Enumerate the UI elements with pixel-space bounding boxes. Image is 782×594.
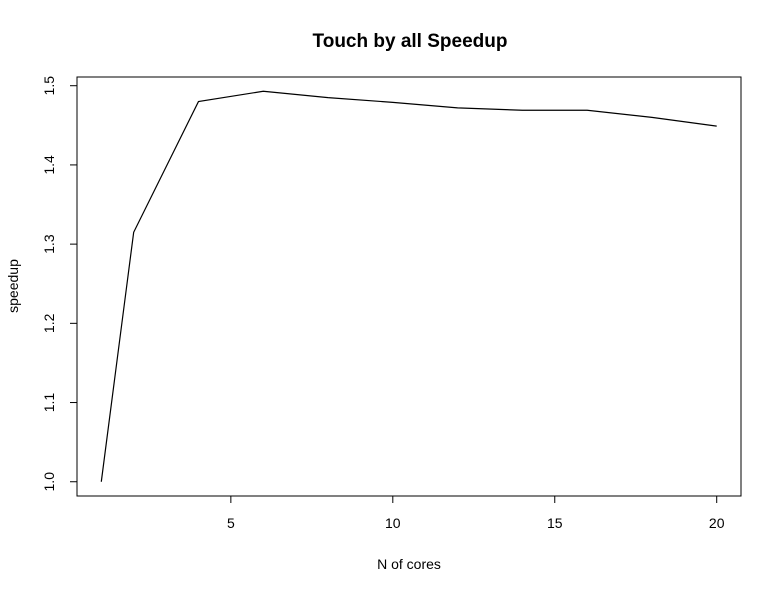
y-tick-label: 1.0: [41, 472, 57, 492]
y-axis-label: speedup: [5, 259, 21, 313]
x-tick-label: 5: [227, 515, 235, 531]
series-line: [100, 90, 717, 482]
y-tick-label: 1.1: [41, 393, 57, 413]
x-axis: 5 10 15 20: [227, 495, 725, 531]
y-tick-label: 1.5: [41, 76, 57, 96]
x-tick-label: 10: [385, 515, 401, 531]
series-layer: [100, 90, 717, 482]
plot-area-border: [76, 76, 742, 497]
y-tick-label: 1.3: [41, 234, 57, 254]
y-axis: 1.0 1.1 1.2 1.3 1.4 1.5: [41, 76, 78, 492]
chart-title: Touch by all Speedup: [313, 31, 508, 52]
x-tick-label: 20: [709, 515, 725, 531]
y-tick-label: 1.4: [41, 155, 57, 175]
y-tick-label: 1.2: [41, 313, 57, 333]
x-tick-label: 15: [547, 515, 563, 531]
x-axis-label: N of cores: [377, 556, 441, 572]
